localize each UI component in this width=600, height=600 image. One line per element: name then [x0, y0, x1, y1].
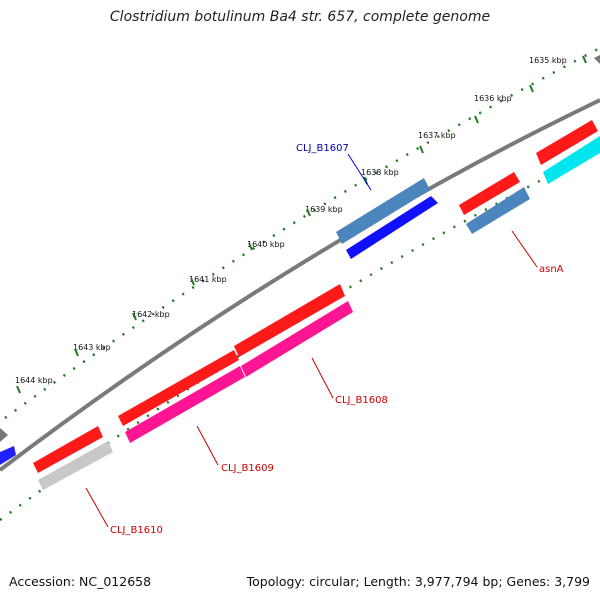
genome-backbone [0, 100, 600, 470]
label-clj-b1609[interactable]: CLJ_B1609 [221, 463, 274, 474]
genome-map[interactable]: 1635 kbp 1636 kbp 1637 kbp 1638 kbp 1639… [0, 0, 600, 600]
genome-summary: Topology: circular; Length: 3,977,794 bp… [247, 574, 590, 589]
tick-label-1643: 1643 kbp [73, 343, 111, 352]
leader-asna [512, 231, 537, 267]
leader-clj-b1609 [197, 426, 218, 465]
label-clj-b1610[interactable]: CLJ_B1610 [110, 525, 163, 536]
tick-label-1638: 1638 kbp [361, 168, 399, 177]
accession-text: Accession: NC_012658 [9, 574, 151, 589]
outer-tick-track [5, 48, 600, 418]
label-clj-b1607[interactable]: CLJ_B1607 [296, 143, 349, 154]
label-asna[interactable]: asnA [539, 264, 564, 275]
tick-label-1637: 1637 kbp [418, 131, 456, 140]
tick-label-1640: 1640 kbp [247, 240, 285, 249]
leader-clj-b1608 [312, 358, 333, 398]
gene-partial-gray[interactable] [0, 428, 8, 442]
tick-label-1635: 1635 kbp [529, 56, 567, 65]
leader-clj-b1610 [86, 488, 108, 527]
tick-label-1642: 1642 kbp [132, 310, 170, 319]
tick-label-1639: 1639 kbp [305, 205, 343, 214]
gene-top-right-gray[interactable] [594, 55, 600, 64]
tick-label-1636: 1636 kbp [474, 94, 512, 103]
tick-label-1644: 1644 kbp [15, 376, 53, 385]
tick-label-1641: 1641 kbp [189, 275, 227, 284]
label-clj-b1608[interactable]: CLJ_B1608 [335, 395, 388, 406]
